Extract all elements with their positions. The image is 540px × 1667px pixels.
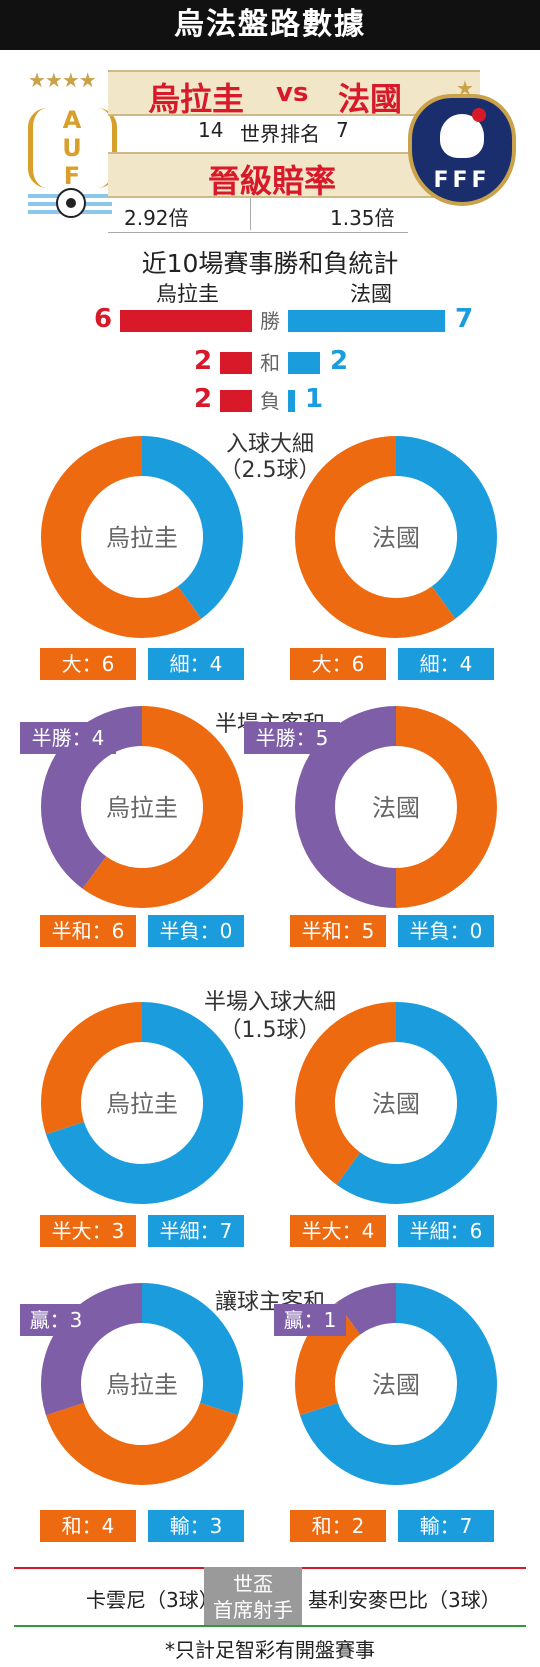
football-icon [56,188,86,218]
fff-logo: ★ FFF [404,76,522,210]
rank-home: 14 [198,118,224,142]
rank-away: 7 [336,118,349,142]
wdl-away-name: 法國 [350,282,392,306]
rank-row: 14 世界排名 7 [108,114,408,148]
donut-team-4: 烏拉圭 [106,1090,178,1118]
label-purple-2: 半勝：4 [20,722,116,754]
donut-slice-3-1 [395,706,497,908]
label-blue-4: 半細：7 [148,1215,244,1247]
label-orange-1: 大：6 [290,648,386,680]
wdl-bar-away-0 [270,310,445,332]
auf-letter-u: U [62,134,82,162]
donut-slice-1-1 [395,436,497,619]
section-sub-goals: （2.5球） [219,458,321,483]
label-orange-2: 半和：6 [40,915,136,947]
wdl-away-value-2: 1 [305,384,324,414]
label-purple-7: 贏：1 [274,1304,346,1336]
scorer-away: 基利安麥巴比（3球） [308,1588,501,1612]
scorer-badge: 世盃 首席射手 [204,1567,302,1625]
label-blue-6: 輸：3 [148,1510,244,1542]
label-orange-3: 半和：5 [290,915,386,947]
label-purple-3: 半勝：5 [244,722,340,754]
wdl-home-value-1: 2 [194,346,213,376]
donut-team-3: 法國 [372,794,420,822]
label-blue-3: 半負：0 [398,915,494,947]
fff-text: FFF [433,168,491,193]
vs-text: vs [276,78,309,108]
stars-icon: ★★★★ [28,68,97,92]
label-orange-0: 大：6 [40,648,136,680]
label-purple-6: 贏：3 [20,1304,92,1336]
donut-team-2: 烏拉圭 [106,794,178,822]
auf-letter-a: A [62,106,82,134]
wdl-title: 近10場賽事勝和負統計 [141,249,399,278]
label-orange-4: 半大：3 [40,1215,136,1247]
donut-team-7: 法國 [372,1371,420,1399]
laurel-right-icon [98,108,117,188]
label-blue-1: 細：4 [398,648,494,680]
odds-divider [250,198,251,230]
donut-slice-6-1 [45,1402,239,1485]
badge-line2: 首席射手 [213,1598,293,1622]
wdl-home-value-0: 6 [94,304,113,334]
wdl-home-value-2: 2 [194,384,213,414]
donut-team-1: 法國 [372,524,420,552]
donut-team-0: 烏拉圭 [106,524,178,552]
donut-slice-5-1 [336,1002,497,1204]
donut-slice-6-2 [141,1283,243,1416]
section-sub-ht-goals: （1.5球） [219,1018,321,1043]
donut-slice-4-0 [41,1002,143,1135]
badge-line1: 世盃 [233,1572,273,1596]
odds-home: 2.92倍 [124,206,189,230]
wdl-label-2: 負 [252,388,288,414]
donut-team-5: 法國 [372,1090,420,1118]
donut-slice-4-1 [45,1002,243,1204]
label-blue-5: 半細：6 [398,1215,494,1247]
scorer-home: 卡雲尼（3球） [86,1588,219,1612]
label-blue-0: 細：4 [148,648,244,680]
auf-letter-f: F [63,162,81,190]
wdl-label-0: 勝 [252,308,288,334]
label-orange-6: 和：4 [40,1510,136,1542]
team-home-name: 烏拉圭 [148,80,245,118]
label-blue-7: 輸：7 [398,1510,494,1542]
team-away-name: 法國 [338,80,403,118]
odds-away: 1.35倍 [330,206,395,230]
fff-shield: FFF [408,94,516,206]
page-title: 烏法盤路數據 [0,0,540,50]
footer-line-green [14,1625,526,1627]
wdl-label-1: 和 [252,350,288,376]
rank-label: 世界排名 [240,122,320,146]
donut-team-6: 烏拉圭 [106,1371,178,1399]
wdl-away-value-1: 2 [330,346,349,376]
wdl-bar-home-0 [120,310,270,332]
footer-note: *只計足智彩有開盤賽事 [165,1638,375,1662]
laurel-left-icon [28,108,47,188]
label-orange-7: 和：2 [290,1510,386,1542]
wdl-home-name: 烏拉圭 [156,282,219,306]
odds-row: 2.92倍 1.35倍 [108,198,408,233]
label-blue-2: 半負：0 [148,915,244,947]
label-orange-5: 半大：4 [290,1215,386,1247]
rooster-comb-icon [472,108,486,122]
auf-logo: ★★★★ A U F [22,68,118,233]
wdl-away-value-0: 7 [455,304,474,334]
odds-label: 晉級賠率 [208,162,337,200]
